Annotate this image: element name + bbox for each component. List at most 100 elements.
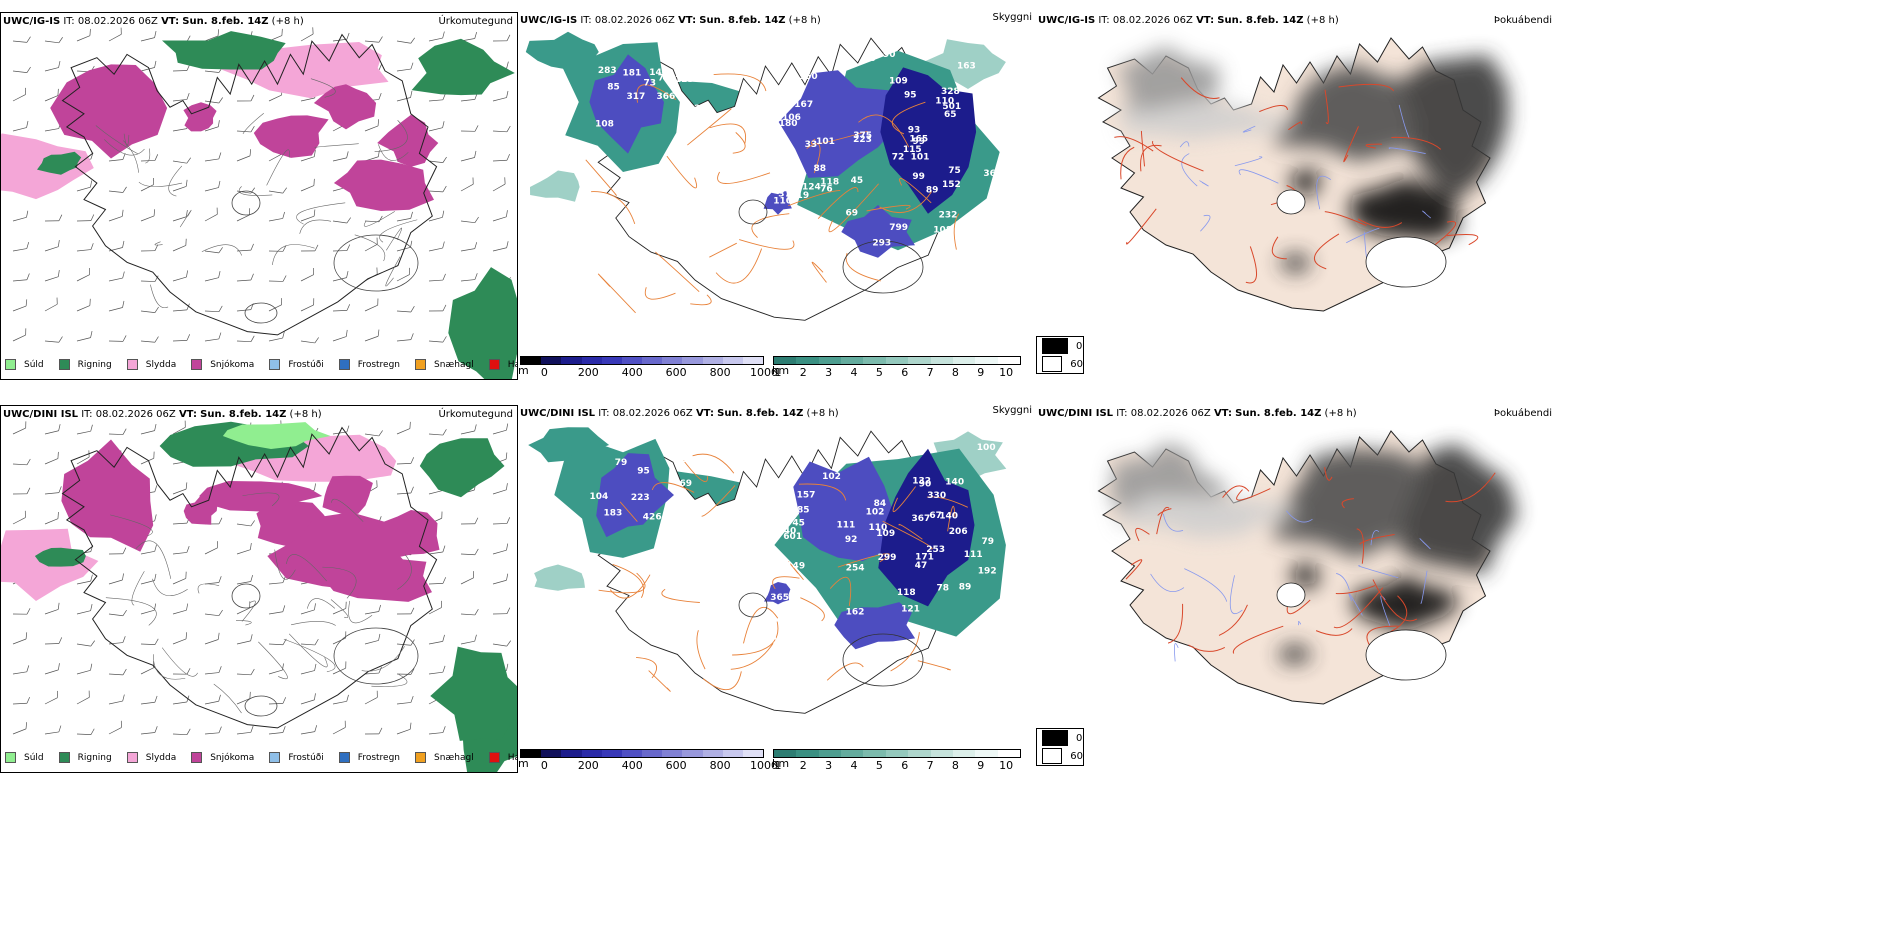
legend-item: Snæhagl (415, 752, 474, 763)
visibility-label: 152 (942, 180, 961, 190)
visibility-label: 426 (643, 512, 662, 522)
legend-label: Frostúði (288, 359, 324, 370)
wind-barb (44, 690, 58, 705)
panel-product-name: Skyggni (992, 405, 1032, 416)
wind-barb (76, 424, 93, 435)
wind-barb (236, 208, 251, 222)
wind-barb (364, 36, 383, 43)
road-line (609, 574, 651, 599)
wind-barb (396, 607, 415, 615)
road-line (138, 181, 183, 187)
legend-label: Snjókoma (210, 359, 255, 370)
visibility-label: 75 (948, 166, 961, 176)
road-line (1167, 603, 1184, 644)
drizzle-area (222, 422, 331, 449)
road-line (1180, 77, 1220, 99)
glacier-outline (231, 190, 261, 216)
wind-barb (268, 605, 286, 615)
fog-area (1348, 177, 1460, 241)
road-line (1372, 579, 1418, 622)
legend-item: Frostúði (269, 359, 324, 370)
low-visibility-area (841, 205, 915, 258)
snow-area (61, 439, 154, 552)
visibility-label: 328 (941, 87, 960, 97)
wind-barb (76, 214, 95, 222)
road-line (123, 133, 130, 147)
road-line (378, 144, 409, 161)
wind-barb (172, 695, 190, 705)
road-line (152, 578, 188, 597)
wind-barb (428, 429, 447, 436)
wind-barb (108, 573, 124, 585)
wind-barb (332, 271, 349, 282)
visibility-label: 67 (929, 511, 942, 521)
wind-barb (332, 304, 351, 312)
scale-swatch (952, 357, 976, 364)
road-line (1359, 533, 1395, 545)
wind-barb (12, 421, 27, 435)
legend-swatch (5, 752, 16, 763)
glacier-outline (244, 695, 278, 717)
road-line (1446, 234, 1479, 246)
wind-barb (396, 333, 414, 342)
road-line (947, 505, 956, 532)
scale-swatch (682, 357, 703, 364)
scale-swatch (702, 750, 723, 757)
precip-legend: Súld Rigning Slydda Snjókoma Frostúði Frostre… (5, 752, 517, 763)
glacier-outline (333, 627, 419, 685)
visibility-label: 89 (959, 583, 972, 593)
scale-swatch (642, 357, 663, 364)
snow-area (377, 114, 439, 167)
wind-barb (12, 299, 28, 312)
scale-swatch (541, 750, 562, 757)
wind-barb (172, 64, 191, 72)
scale-bar (520, 749, 764, 758)
wind-barb (396, 267, 410, 282)
legend-label: Frostúði (288, 752, 324, 763)
wind-barb (140, 726, 158, 735)
visibility-label: 366 (657, 92, 676, 102)
fog-key-bottom: 0 60 (1036, 728, 1084, 766)
wind-barb (300, 178, 315, 192)
visibility-label: 180 (779, 119, 798, 129)
road-line (306, 598, 336, 609)
legend-label: Snæhagl (434, 359, 474, 370)
scale-tick: 400 (621, 759, 643, 772)
road-line (743, 606, 779, 644)
panel-product-name: Úrkomutegund (438, 16, 513, 27)
wind-barb (332, 217, 351, 224)
road-line (322, 566, 357, 599)
road-line (654, 251, 700, 293)
wind-barb (428, 634, 445, 645)
panel-title: UWC/IG-IS IT: 08.02.2026 06Z VT: Sun. 8.… (3, 16, 304, 27)
scale-tick: 8 (951, 759, 959, 772)
fog-key-row: 0 (1037, 729, 1083, 747)
wind-barb (492, 423, 509, 435)
visibility-label: 111 (964, 550, 983, 560)
visibility-label: 105 (874, 644, 893, 654)
road-line (1126, 208, 1157, 245)
visibility-label: 47 (915, 561, 928, 571)
river-line (1419, 538, 1431, 550)
visibility-label: 163 (957, 61, 976, 71)
visibility-label: 108 (595, 120, 614, 130)
wind-barb (492, 241, 509, 252)
visibility-label: 501 (942, 102, 961, 112)
fog-key-row: 0 (1037, 337, 1083, 355)
precip-map (1, 420, 517, 772)
snow-area (322, 475, 373, 516)
wind-barb (44, 60, 61, 72)
scale-swatch (975, 750, 998, 757)
visibility-scale: 1 2 3 4 5 6 7 8 9 10 (773, 356, 1021, 379)
wind-barb (300, 244, 319, 252)
visibility-label: 90 (883, 50, 896, 60)
road-line (715, 248, 763, 284)
road-line (866, 204, 911, 212)
road-line (739, 239, 795, 250)
visibility-label: 102 (822, 472, 841, 482)
visibility-label: 97 (669, 499, 682, 509)
visibility-label: 76 (820, 185, 833, 195)
scale-tick: 400 (621, 366, 643, 379)
legend-item: Rigning (58, 752, 112, 763)
